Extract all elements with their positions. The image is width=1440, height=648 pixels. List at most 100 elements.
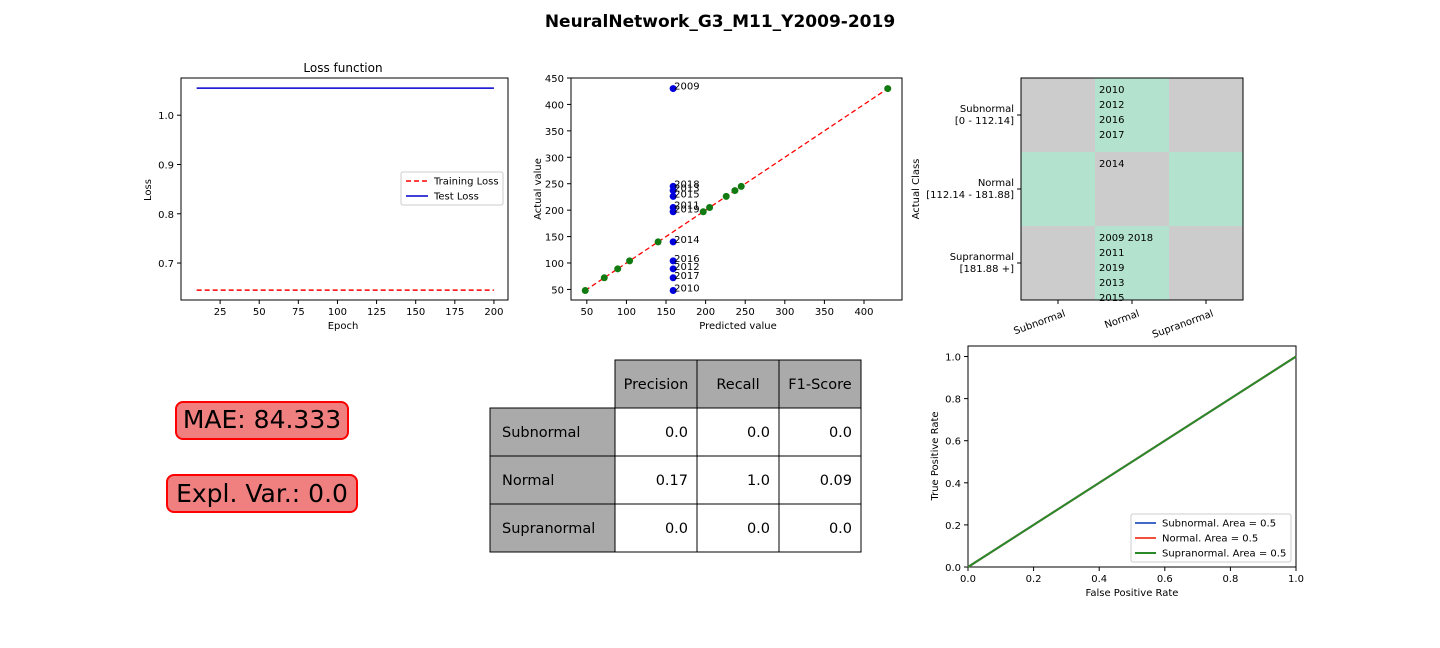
table-header-cell [614, 359, 698, 409]
roc-xtick-label: 0.8 [1222, 574, 1238, 585]
scatter-point-2017 [669, 274, 677, 282]
scatter-point-label: 2015 [674, 189, 699, 200]
scatter-ytick-label: 350 [545, 127, 564, 138]
scatter-ytick-label: 400 [545, 100, 564, 111]
scatter-axes-frame [570, 77, 903, 301]
table-cell [614, 407, 698, 457]
scatter-point-label: 2012 [674, 262, 699, 273]
cm-cell-text: 2014 [1099, 159, 1124, 170]
cm-cell [1021, 78, 1095, 152]
scatter-identity-point [731, 187, 739, 195]
table-cell [778, 503, 862, 553]
cm-row-label: [0 - 112.14] [955, 116, 1014, 127]
roc-legend-label: Supranormal. Area = 0.5 [1162, 549, 1286, 560]
loss-ylabel: Loss [143, 179, 154, 201]
cm-row-label: [112.14 - 181.88] [926, 190, 1014, 201]
scatter-identity-line [584, 88, 889, 292]
cm-col-label: Subnormal [1012, 308, 1067, 337]
loss-ytick-label: 0.7 [158, 259, 174, 270]
cm-cell [1095, 226, 1169, 300]
loss-xtick-label: 75 [292, 307, 305, 318]
loss-xtick-label: 125 [367, 307, 386, 318]
cm-cell-text: 2016 [1099, 115, 1124, 126]
expl-var-box: Expl. Var.: 0.0 [166, 474, 358, 513]
scatter-ytick-label: 100 [545, 259, 564, 270]
loss-xtick-label: 25 [214, 307, 227, 318]
scatter-xtick-label: 50 [580, 307, 593, 318]
roc-xtick-label: 0.0 [960, 574, 976, 585]
table-row-label: Subnormal [502, 425, 580, 441]
scatter-point-2019 [669, 208, 677, 216]
loss-xtick-label: 100 [328, 307, 347, 318]
roc-axes-frame [967, 345, 1297, 568]
scatter-identity-point [699, 208, 707, 216]
table-cell-value: 0.0 [665, 521, 688, 537]
cm-cell-text: 2011 [1099, 248, 1124, 259]
loss-ytick-label: 1.0 [158, 111, 174, 122]
scatter-xtick-label: 300 [775, 307, 794, 318]
table-cell [778, 455, 862, 505]
scatter-point-2014 [669, 238, 677, 246]
cm-cell [1095, 152, 1169, 226]
cm-cell-text: 2019 [1099, 263, 1124, 274]
scatter-ytick-label: 450 [545, 74, 564, 85]
cm-cell-text: 2013 [1099, 278, 1124, 289]
cm-row-label: Subnormal [960, 104, 1014, 115]
cm-col-label: Normal [1103, 308, 1141, 331]
scatter-ylabel: Actual value [533, 158, 544, 220]
roc-ytick-label: 0.2 [945, 521, 961, 532]
roc-ytick-label: 0.6 [945, 437, 961, 448]
cm-row-label: Supranormal [950, 252, 1014, 263]
scatter-point-2009 [669, 85, 677, 93]
roc-ytick-label: 0.4 [945, 479, 961, 490]
cm-row-label: Normal [978, 178, 1014, 189]
table-header-cell [778, 359, 862, 409]
table-row-label-cell [489, 455, 616, 505]
scatter-point-2010 [669, 286, 677, 294]
scatter-identity-point [737, 182, 745, 190]
roc-legend-label: Subnormal. Area = 0.5 [1162, 519, 1276, 530]
cm-row-label: [181.88 +] [960, 264, 1014, 275]
scatter-identity-point [654, 238, 662, 246]
cm-col-label: Supranormal [1151, 308, 1215, 340]
roc-chart: False Positive Rate True Positive Rate 0… [930, 345, 1304, 599]
cm-cell-text: 2012 [1099, 100, 1124, 111]
cm-cell [1169, 152, 1243, 226]
roc-xtick-label: 0.6 [1157, 574, 1173, 585]
cm-cell [1169, 78, 1243, 152]
roc-xlabel: False Positive Rate [1086, 588, 1179, 599]
cm-cell [1021, 226, 1095, 300]
scatter-point-2015 [669, 192, 677, 200]
scatter-xlabel: Predicted value [699, 321, 776, 332]
scatter-identity-point [600, 274, 608, 282]
figure-title: NeuralNetwork_G3_M11_Y2009-2019 [545, 12, 895, 32]
scatter-identity-point [706, 204, 714, 211]
roc-legend-label: Normal. Area = 0.5 [1162, 534, 1258, 545]
scatter-xtick-label: 250 [736, 307, 755, 318]
loss-xlabel: Epoch [328, 321, 359, 332]
scatter-point-label: 2013 [674, 184, 699, 195]
table-header-label: Recall [716, 377, 759, 393]
table-cell-value: 0.09 [820, 473, 852, 489]
scatter-point-2013 [669, 187, 677, 195]
cm-cell [1095, 78, 1169, 152]
roc-ytick-label: 1.0 [945, 353, 961, 364]
roc-series-line-2 [967, 355, 1297, 568]
cm-cell-text: 2015 [1099, 293, 1124, 304]
scatter-identity-point [626, 257, 634, 265]
table-cell-value: 0.0 [747, 425, 770, 441]
scatter-xtick-label: 200 [696, 307, 715, 318]
table-row-label: Supranormal [502, 521, 595, 537]
scatter-point-label: 2016 [674, 254, 699, 265]
table-header-label: Precision [624, 377, 689, 393]
mae-box: MAE: 84.333 [175, 401, 349, 440]
scatter-ytick-label: 50 [551, 285, 564, 296]
scatter-point-label: 2018 [674, 179, 699, 190]
table-cell-value: 0.0 [665, 425, 688, 441]
scatter-xtick-label: 150 [656, 307, 675, 318]
loss-title: Loss function [303, 61, 382, 75]
table-row-label-cell [489, 407, 616, 457]
scatter-point-label: 2010 [674, 283, 699, 294]
scatter-xtick-label: 100 [617, 307, 636, 318]
table-row-label-cell [489, 503, 616, 553]
